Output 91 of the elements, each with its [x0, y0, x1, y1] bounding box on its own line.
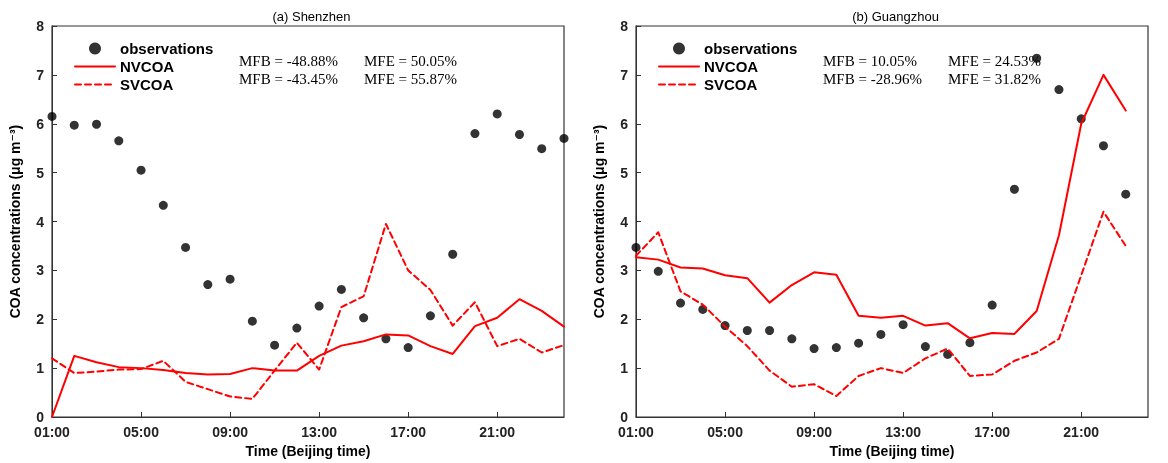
- x-tick-label: 13:00: [301, 424, 338, 440]
- y-axis-title: COA concentrations (μg m⁻³): [591, 124, 607, 319]
- point: [876, 329, 886, 339]
- chart-title: (b) Guangzhou: [852, 9, 939, 24]
- point: [403, 343, 413, 353]
- x-axis-title: Time (Beijing time): [245, 443, 371, 459]
- x-tick-label: 17:00: [390, 424, 427, 440]
- x-tick-label: 05:00: [707, 424, 744, 440]
- point: [1121, 189, 1131, 199]
- y-tick-label: 4: [620, 213, 629, 230]
- x-tick-label: 01:00: [618, 424, 655, 440]
- annotation: MFB = 10.05%: [823, 52, 917, 69]
- point: [292, 323, 302, 333]
- point: [425, 311, 435, 321]
- y-tick-label: 7: [36, 66, 45, 83]
- y-tick-label: 5: [36, 164, 45, 181]
- point: [448, 249, 458, 259]
- point: [809, 344, 819, 354]
- x-tick-label: 09:00: [212, 424, 249, 440]
- legend-label: NVCOA: [120, 58, 175, 75]
- annotation: MFE = 50.05%: [364, 52, 458, 69]
- point: [492, 109, 502, 119]
- y-tick-label: 4: [36, 213, 45, 230]
- point: [181, 242, 191, 252]
- point: [225, 274, 235, 284]
- point: [898, 320, 908, 330]
- y-tick-label: 8: [620, 18, 629, 34]
- point: [1098, 141, 1108, 151]
- point: [92, 119, 102, 129]
- x-tick-label: 17:00: [974, 424, 1011, 440]
- point: [537, 144, 547, 154]
- annotation: MFE = 24.53%: [948, 52, 1042, 69]
- point: [247, 316, 257, 326]
- point: [965, 338, 975, 348]
- point: [203, 280, 213, 290]
- annotation: MFE = 55.87%: [364, 70, 458, 87]
- point: [854, 338, 864, 348]
- x-axis-title: Time (Beijing time): [829, 443, 955, 459]
- y-tick-label: 1: [620, 360, 629, 377]
- point: [270, 340, 280, 350]
- x-tick-label: 13:00: [885, 424, 922, 440]
- x-tick-label: 21:00: [1063, 424, 1100, 440]
- point: [787, 334, 797, 344]
- point: [1009, 184, 1019, 194]
- x-tick-label: 09:00: [796, 424, 833, 440]
- point: [631, 242, 641, 252]
- point: [514, 130, 524, 139]
- y-tick-label: 0: [36, 409, 45, 425]
- y-tick-label: 1: [36, 360, 45, 377]
- y-tick-label: 3: [620, 262, 629, 279]
- x-tick-label: 05:00: [123, 424, 160, 440]
- point: [158, 200, 168, 210]
- x-tick-label: 01:00: [34, 424, 71, 440]
- x-tick-label: 21:00: [479, 424, 516, 440]
- point: [69, 120, 79, 130]
- point: [359, 313, 369, 323]
- legend-label: SVCOA: [704, 76, 758, 93]
- point: [47, 111, 57, 121]
- y-axis-title: COA concentrations (μg m⁻³): [7, 124, 23, 319]
- annotation: MFB = -28.96%: [823, 70, 922, 87]
- legend-label: observations: [704, 40, 798, 57]
- point: [470, 129, 480, 139]
- annotation: MFB = -48.88%: [239, 52, 338, 69]
- y-tick-label: 6: [36, 115, 45, 132]
- annotation: MFE = 31.82%: [948, 70, 1042, 87]
- point: [765, 325, 775, 335]
- point: [559, 133, 569, 143]
- point: [114, 136, 124, 146]
- point: [314, 301, 324, 311]
- y-tick-label: 2: [36, 311, 45, 328]
- y-tick-label: 7: [620, 66, 629, 83]
- point: [987, 300, 997, 310]
- y-tick-label: 5: [620, 164, 629, 181]
- point: [336, 284, 346, 294]
- legend-label: observations: [120, 40, 214, 57]
- point: [1054, 85, 1064, 95]
- y-tick-label: 2: [620, 311, 629, 328]
- point: [136, 165, 146, 175]
- y-tick-label: 0: [620, 409, 629, 425]
- point: [920, 342, 930, 352]
- point: [831, 343, 841, 353]
- y-tick-label: 3: [36, 262, 45, 279]
- annotation: MFB = -43.45%: [239, 70, 338, 87]
- chart-title: (a) Shenzhen: [272, 9, 351, 24]
- point: [676, 298, 686, 308]
- y-tick-label: 8: [36, 18, 45, 34]
- point: [653, 266, 663, 276]
- legend-label: SVCOA: [120, 76, 174, 93]
- legend-label: NVCOA: [704, 58, 759, 75]
- y-tick-label: 6: [620, 115, 629, 132]
- point: [742, 325, 752, 335]
